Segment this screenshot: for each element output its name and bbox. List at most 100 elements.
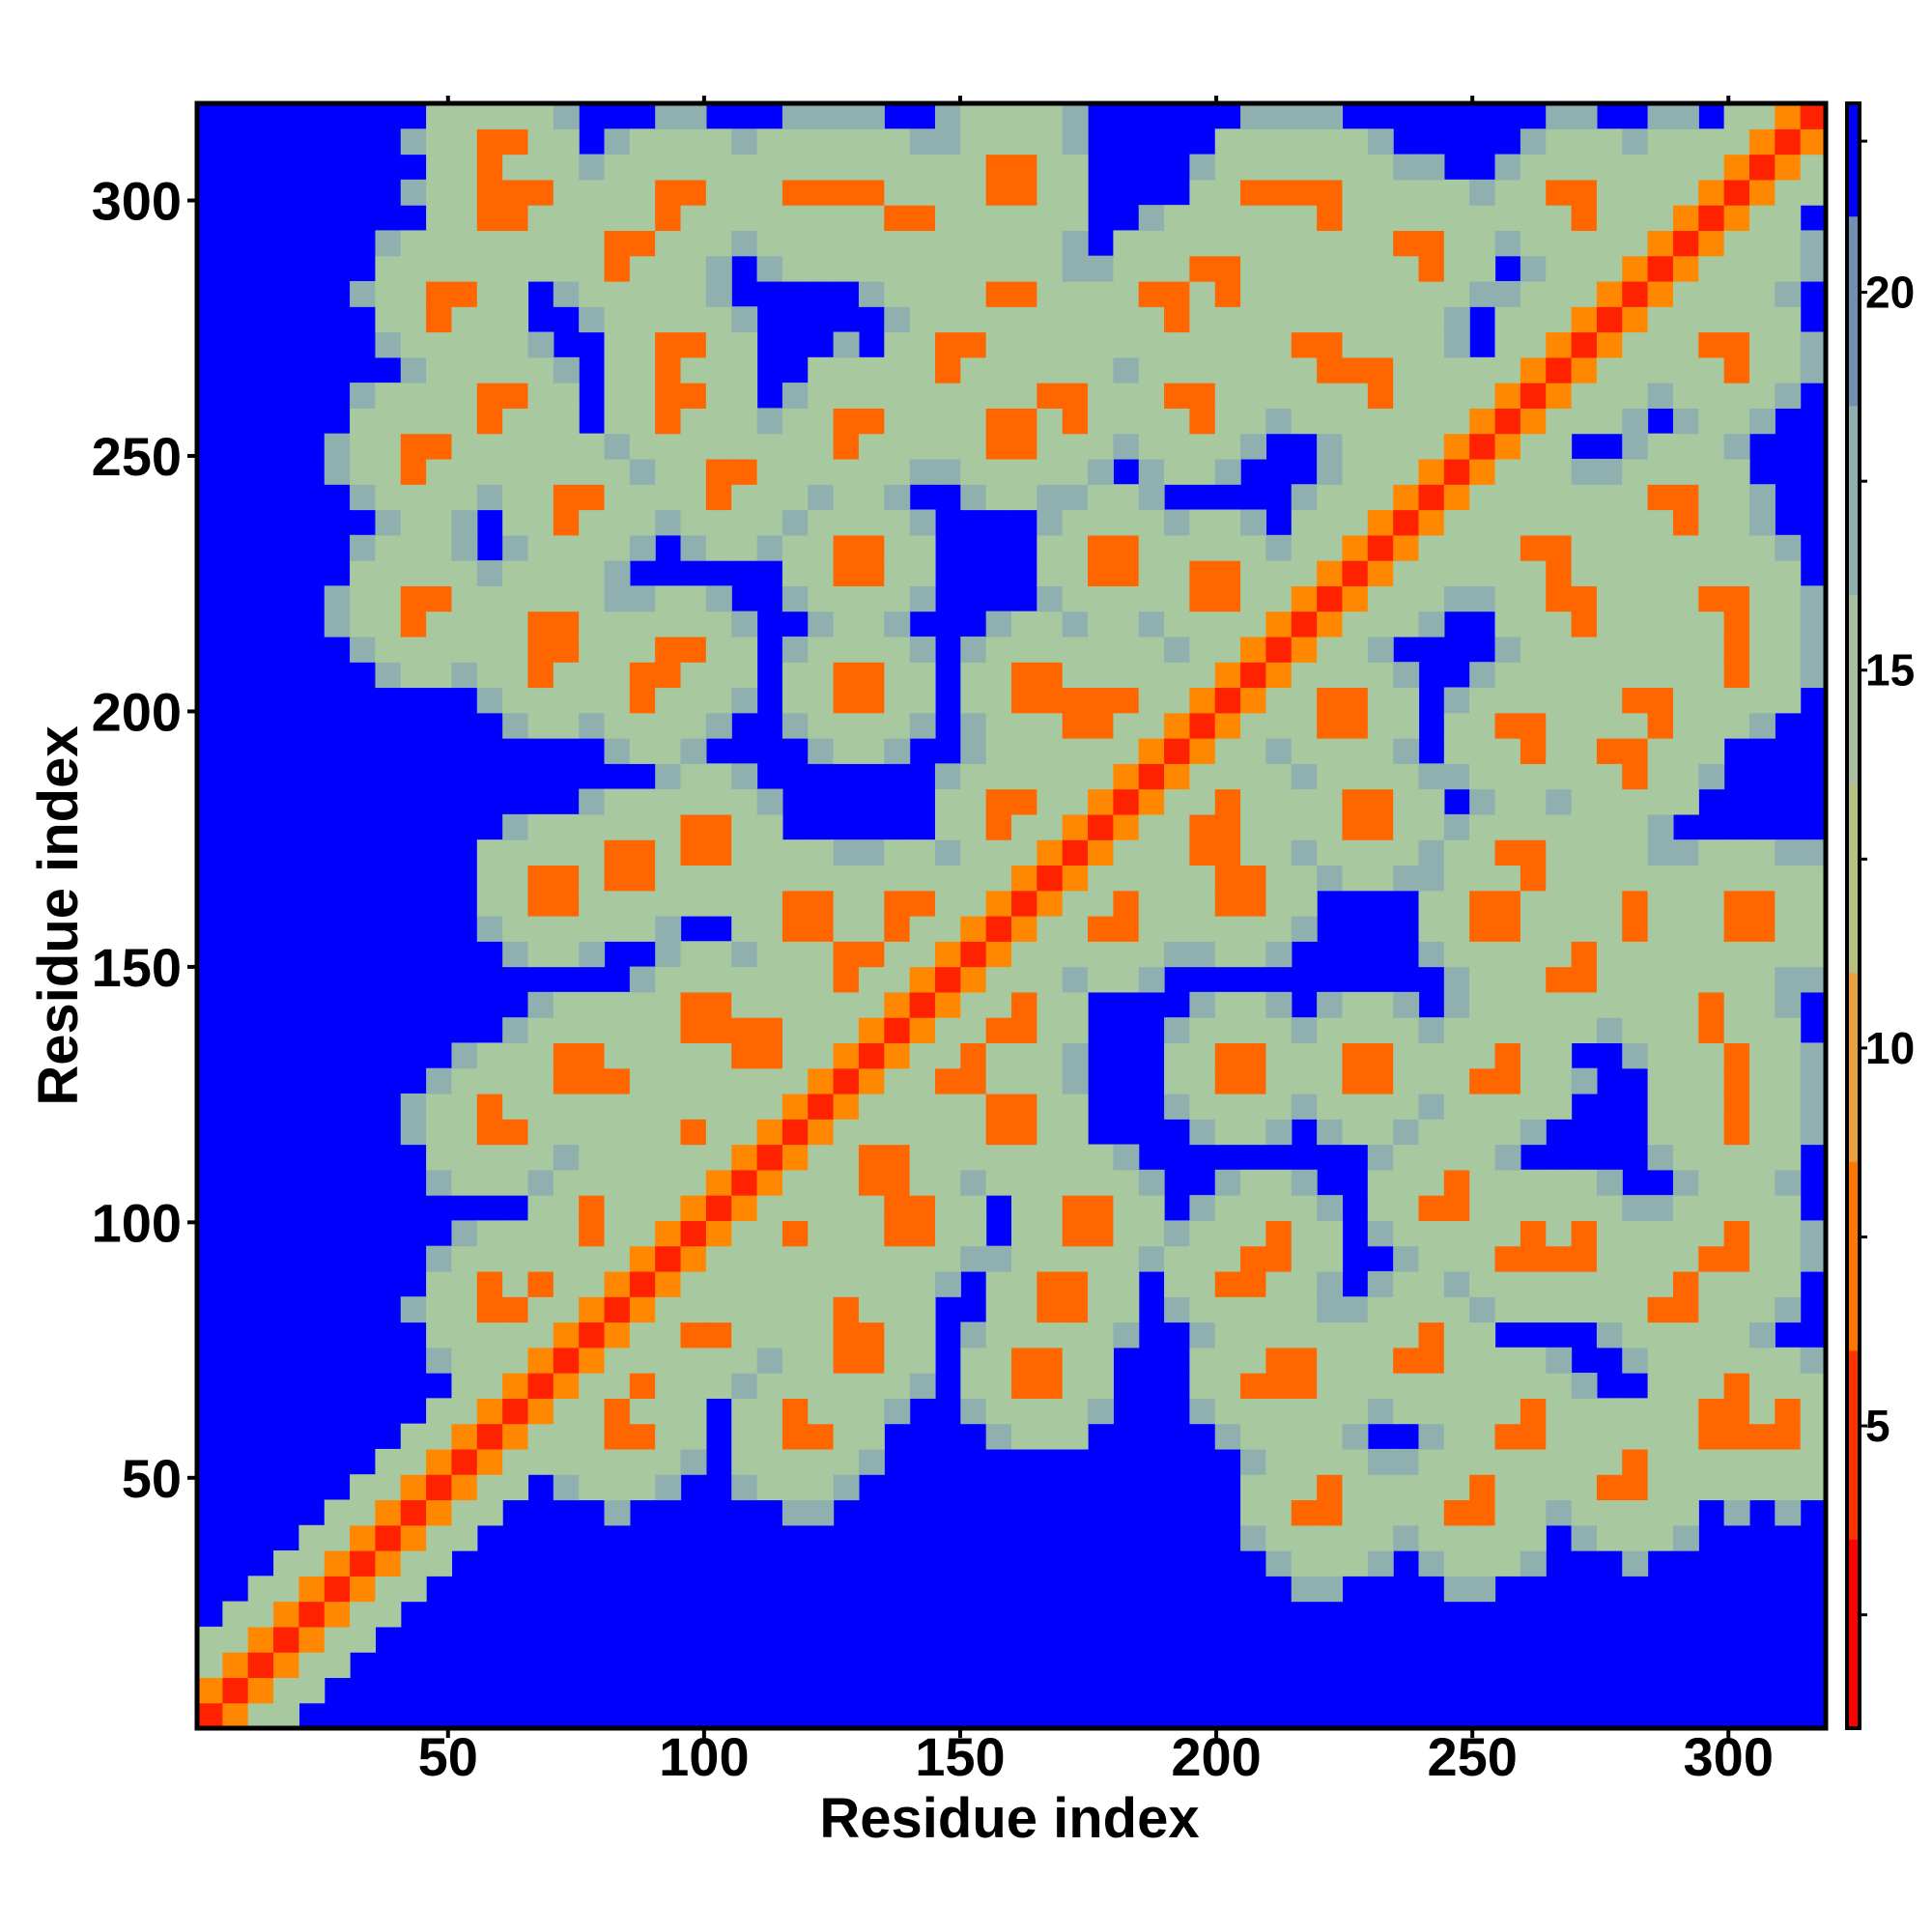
heatmap-cell [1367, 1347, 1394, 1374]
heatmap-cell [1622, 205, 1649, 232]
heatmap-cell [731, 1220, 758, 1247]
heatmap-cell [1443, 331, 1470, 358]
heatmap-cell [1317, 1067, 1344, 1094]
heatmap-cell [1622, 534, 1649, 561]
heatmap-cell [1265, 839, 1293, 867]
heatmap-cell [781, 839, 809, 867]
heatmap-cell [1748, 1195, 1776, 1221]
heatmap-cell [731, 1347, 758, 1374]
heatmap-cell [680, 103, 707, 129]
heatmap-cell [960, 1245, 987, 1272]
heatmap-cell [527, 585, 554, 612]
heatmap-cell [1342, 813, 1369, 840]
heatmap-cell [884, 128, 911, 156]
heatmap-cell [1622, 433, 1649, 460]
heatmap-cell [629, 1119, 656, 1146]
heatmap-cell [909, 179, 936, 206]
heatmap-cell [960, 408, 987, 435]
heatmap-cell [781, 230, 809, 257]
heatmap-cell [629, 230, 656, 257]
heatmap-cell [985, 1423, 1012, 1450]
heatmap-cell [604, 890, 631, 917]
heatmap-cell [1800, 865, 1827, 892]
heatmap-cell [1291, 509, 1318, 536]
heatmap-cell [705, 1093, 732, 1120]
heatmap-cell [1748, 1398, 1776, 1425]
heatmap-cell [1723, 205, 1750, 232]
heatmap-cell [680, 1296, 707, 1323]
heatmap-cell [1775, 662, 1802, 689]
heatmap-cell [1494, 1119, 1521, 1146]
heatmap-cell [1800, 103, 1827, 129]
heatmap-cell [400, 255, 427, 282]
heatmap-cell [553, 1067, 580, 1094]
heatmap-cell [1494, 763, 1521, 790]
heatmap-cell [451, 356, 478, 384]
heatmap-cell [476, 1042, 503, 1069]
heatmap-cell [655, 433, 682, 460]
heatmap-cell [400, 433, 427, 460]
heatmap-cell [1088, 1321, 1114, 1349]
heatmap-cell [1367, 1474, 1394, 1501]
heatmap-cell [833, 991, 860, 1018]
heatmap-cell [197, 1677, 223, 1704]
heatmap-cell [553, 179, 580, 206]
heatmap-cell [1317, 1373, 1344, 1399]
heatmap-cell [1672, 839, 1699, 867]
heatmap-cell [579, 1119, 606, 1146]
heatmap-cell [1164, 1042, 1190, 1069]
heatmap-cell [1622, 738, 1649, 764]
heatmap-cell [375, 280, 402, 307]
heatmap-cell [1443, 1042, 1470, 1069]
heatmap-cell [1113, 611, 1140, 638]
heatmap-cell [1189, 585, 1216, 612]
heatmap-cell [1672, 103, 1699, 129]
heatmap-cell [1748, 509, 1776, 536]
heatmap-cell [476, 890, 503, 917]
heatmap-cell [502, 560, 529, 586]
heatmap-cell [1037, 712, 1064, 739]
heatmap-cell [375, 1524, 402, 1551]
heatmap-cell [1138, 484, 1165, 511]
heatmap-cell [476, 560, 503, 586]
heatmap-cell [1800, 611, 1827, 638]
heatmap-cell [1062, 1296, 1089, 1323]
heatmap-cell [1418, 560, 1445, 586]
heatmap-cell [1748, 687, 1776, 714]
heatmap-cell [1189, 458, 1216, 485]
heatmap-cell [1342, 1067, 1369, 1094]
heatmap-cell [884, 585, 911, 612]
heatmap-cell [705, 1017, 732, 1044]
heatmap-cell [1571, 991, 1598, 1018]
heatmap-cell [960, 356, 987, 384]
heatmap-cell [1088, 662, 1114, 689]
heatmap-cell [1037, 534, 1064, 561]
heatmap-cell [1393, 255, 1420, 282]
heatmap-cell [731, 611, 758, 638]
heatmap-cell [1775, 1347, 1802, 1374]
heatmap-cell [1723, 1321, 1750, 1349]
heatmap-cell [960, 179, 987, 206]
heatmap-cell [1214, 1195, 1241, 1221]
heatmap-cell [1748, 255, 1776, 282]
heatmap-cell [808, 916, 835, 942]
heatmap-cell [833, 205, 860, 232]
heatmap-cell [705, 763, 732, 790]
heatmap-cell [451, 103, 478, 129]
heatmap-cell [1748, 1067, 1776, 1094]
heatmap-cell [781, 433, 809, 460]
heatmap-cell [476, 128, 503, 156]
heatmap-cell [1546, 255, 1573, 282]
heatmap-cell [858, 383, 885, 409]
heatmap-cell [1138, 763, 1165, 790]
heatmap-cell [1443, 1296, 1470, 1323]
heatmap-cell [247, 1702, 274, 1729]
heatmap-cell [1469, 788, 1496, 815]
heatmap-cell [1520, 1347, 1547, 1374]
heatmap-cell [1037, 1093, 1064, 1120]
heatmap-cell [884, 534, 911, 561]
heatmap-cell [1748, 1093, 1776, 1120]
heatmap-cell [1317, 991, 1344, 1018]
heatmap-cell [1520, 1245, 1547, 1272]
heatmap-cell [909, 408, 936, 435]
